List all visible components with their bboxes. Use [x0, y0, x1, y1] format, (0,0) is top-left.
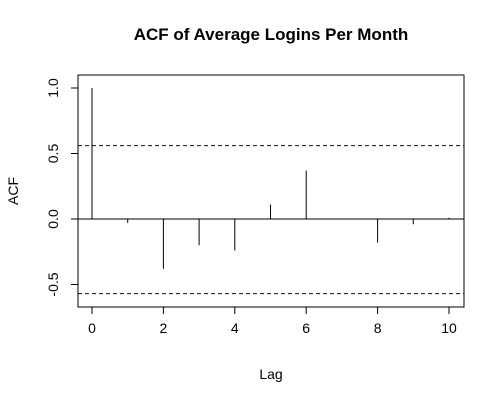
x-axis-label: Lag	[259, 366, 282, 382]
y-tick-label: 1.0	[45, 78, 61, 98]
chart-title: ACF of Average Logins Per Month	[134, 25, 409, 44]
x-tick-label: 2	[160, 320, 168, 336]
x-tick-label: 4	[231, 320, 239, 336]
plot-marks: 0 2 4 6 8 10 -0.5 0.0 0.5 1.0	[45, 78, 464, 336]
plot-box	[77, 74, 465, 308]
y-tick-label: -0.5	[45, 272, 61, 296]
x-tick-label: 6	[302, 320, 310, 336]
x-tick-label: 8	[374, 320, 382, 336]
y-tick-label: 0.5	[45, 144, 61, 164]
x-tick-label: 0	[88, 320, 96, 336]
y-axis-label: ACF	[5, 177, 21, 205]
y-tick-label: 0.0	[45, 209, 61, 229]
x-tick-label: 10	[441, 320, 457, 336]
